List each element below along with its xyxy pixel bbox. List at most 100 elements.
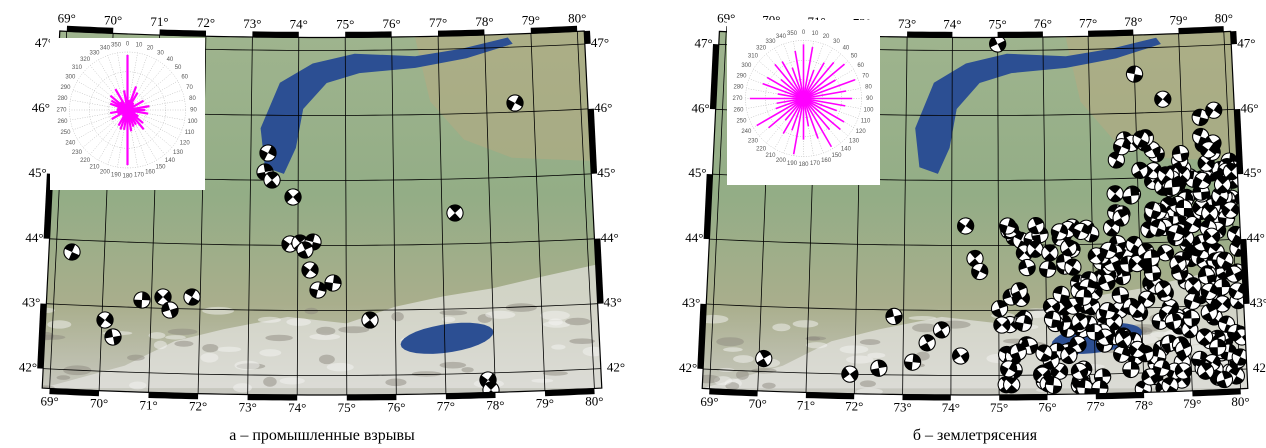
lon-label-bottom: 77° — [437, 399, 455, 414]
rose-tick-label: 280 — [57, 96, 68, 102]
focal-mechanism — [1010, 344, 1027, 361]
rose-tick-label: 30 — [157, 50, 164, 56]
relief — [696, 375, 720, 383]
relief — [57, 375, 71, 380]
relief — [316, 327, 335, 336]
rose-tick-label: 310 — [748, 54, 759, 60]
rose-tick-label: 200 — [776, 158, 787, 164]
rose-tick-label: 250 — [736, 119, 747, 125]
rose-tick-label: 10 — [136, 43, 143, 49]
rose-tick-label: 350 — [111, 43, 122, 49]
lon-label-bottom: 76° — [387, 399, 405, 414]
lat-label-left: 42° — [679, 360, 697, 375]
frame-bar — [707, 174, 710, 239]
rose-tick-label: 330 — [765, 39, 776, 45]
frame-bar — [160, 32, 206, 33]
relief — [485, 311, 515, 319]
rose-tick-label: 340 — [100, 46, 111, 52]
relief — [860, 380, 876, 387]
relief — [733, 355, 754, 363]
rose-tick-label: 70 — [186, 85, 193, 91]
lat-label-left: 45° — [29, 165, 47, 180]
lon-label-bottom: 73° — [239, 399, 257, 414]
relief — [762, 383, 776, 389]
rose-tick-label: 300 — [65, 75, 76, 81]
rose-tick-label: 40 — [843, 46, 850, 52]
lon-label-top: 77° — [429, 15, 447, 30]
lat-label-left: 43° — [22, 295, 40, 310]
rose-tick-label: 320 — [80, 57, 91, 63]
rose-tick-label: 50 — [175, 65, 182, 71]
rose-tick-label: 120 — [180, 141, 191, 147]
relief — [716, 337, 744, 346]
rose-tick-label: 30 — [833, 39, 840, 45]
rose-tick-label: 260 — [57, 119, 68, 125]
relief — [280, 377, 305, 384]
rose-tick-label: 220 — [80, 158, 91, 164]
lon-label-bottom: 77° — [1087, 399, 1105, 414]
focal-mechanism — [885, 308, 902, 325]
frame-bar — [1088, 33, 1133, 34]
rose-tick-label: 160 — [821, 158, 832, 164]
lon-label-bottom: 79° — [536, 396, 554, 411]
lat-label-right: 42° — [1253, 360, 1266, 375]
lat-label-left: 43° — [682, 295, 700, 310]
relief — [806, 336, 827, 340]
rose-tick-label: 210 — [89, 165, 100, 171]
focal-mechanism — [1216, 371, 1232, 388]
relief — [543, 371, 568, 376]
relief — [565, 318, 590, 325]
relief — [149, 332, 166, 339]
lon-label-bottom: 80° — [1231, 394, 1249, 409]
figure: 69°69°70°70°71°71°72°72°73°73°74°74°75°7… — [0, 0, 1266, 448]
rose-tick-label: 150 — [155, 165, 166, 171]
lon-label-bottom: 80° — [585, 393, 603, 408]
relief — [793, 320, 819, 327]
lon-label-top: 80° — [1215, 11, 1233, 26]
frame-bar — [587, 31, 588, 44]
relief — [168, 329, 198, 335]
rose-tick-label: 250 — [60, 130, 71, 136]
rose-tick-label: 190 — [787, 161, 798, 167]
rose-tick-label: 180 — [122, 174, 133, 180]
lon-label-top: 77° — [1079, 15, 1097, 30]
relief — [263, 377, 277, 387]
lat-label-right: 45° — [597, 165, 615, 180]
frame-bar — [591, 109, 594, 174]
rose-tick-label: 20 — [823, 34, 830, 40]
relief — [200, 353, 218, 363]
relief — [47, 320, 71, 328]
lat-label-left: 42° — [19, 360, 37, 375]
rose-tick-label: 270 — [732, 96, 743, 102]
rose-tick-label: 210 — [765, 153, 776, 159]
rose-tick-label: 130 — [849, 139, 860, 145]
rose-tick-label: 230 — [748, 139, 759, 145]
relief — [305, 308, 319, 314]
relief — [723, 347, 743, 352]
lon-label-top: 74° — [943, 16, 961, 31]
lon-label-top: 80° — [568, 10, 586, 25]
lon-label-top: 69° — [58, 10, 76, 25]
relief — [286, 318, 311, 326]
relief — [174, 341, 193, 347]
relief — [234, 361, 259, 371]
lat-label-right: 42° — [607, 360, 625, 375]
rose-tick-label: 280 — [733, 85, 744, 91]
lon-label-bottom: 75° — [338, 400, 356, 415]
lon-label-bottom: 70° — [90, 396, 108, 411]
rose-tick-label: 70 — [862, 74, 869, 80]
rose-tick-label: 10 — [812, 31, 819, 37]
lon-label-top: 75° — [989, 16, 1007, 31]
relief — [233, 383, 252, 392]
lon-label-bottom: 74° — [288, 400, 306, 415]
relief — [412, 371, 442, 376]
relief — [846, 356, 873, 364]
lat-label-left: 46° — [691, 100, 709, 115]
frame-bar — [47, 174, 50, 239]
relief — [736, 370, 749, 380]
rose-tick-label: 100 — [863, 108, 874, 114]
relief — [461, 367, 473, 372]
rose-tick-label: 130 — [173, 150, 184, 156]
rose-tick-label: 230 — [72, 150, 83, 156]
relief — [127, 355, 145, 361]
